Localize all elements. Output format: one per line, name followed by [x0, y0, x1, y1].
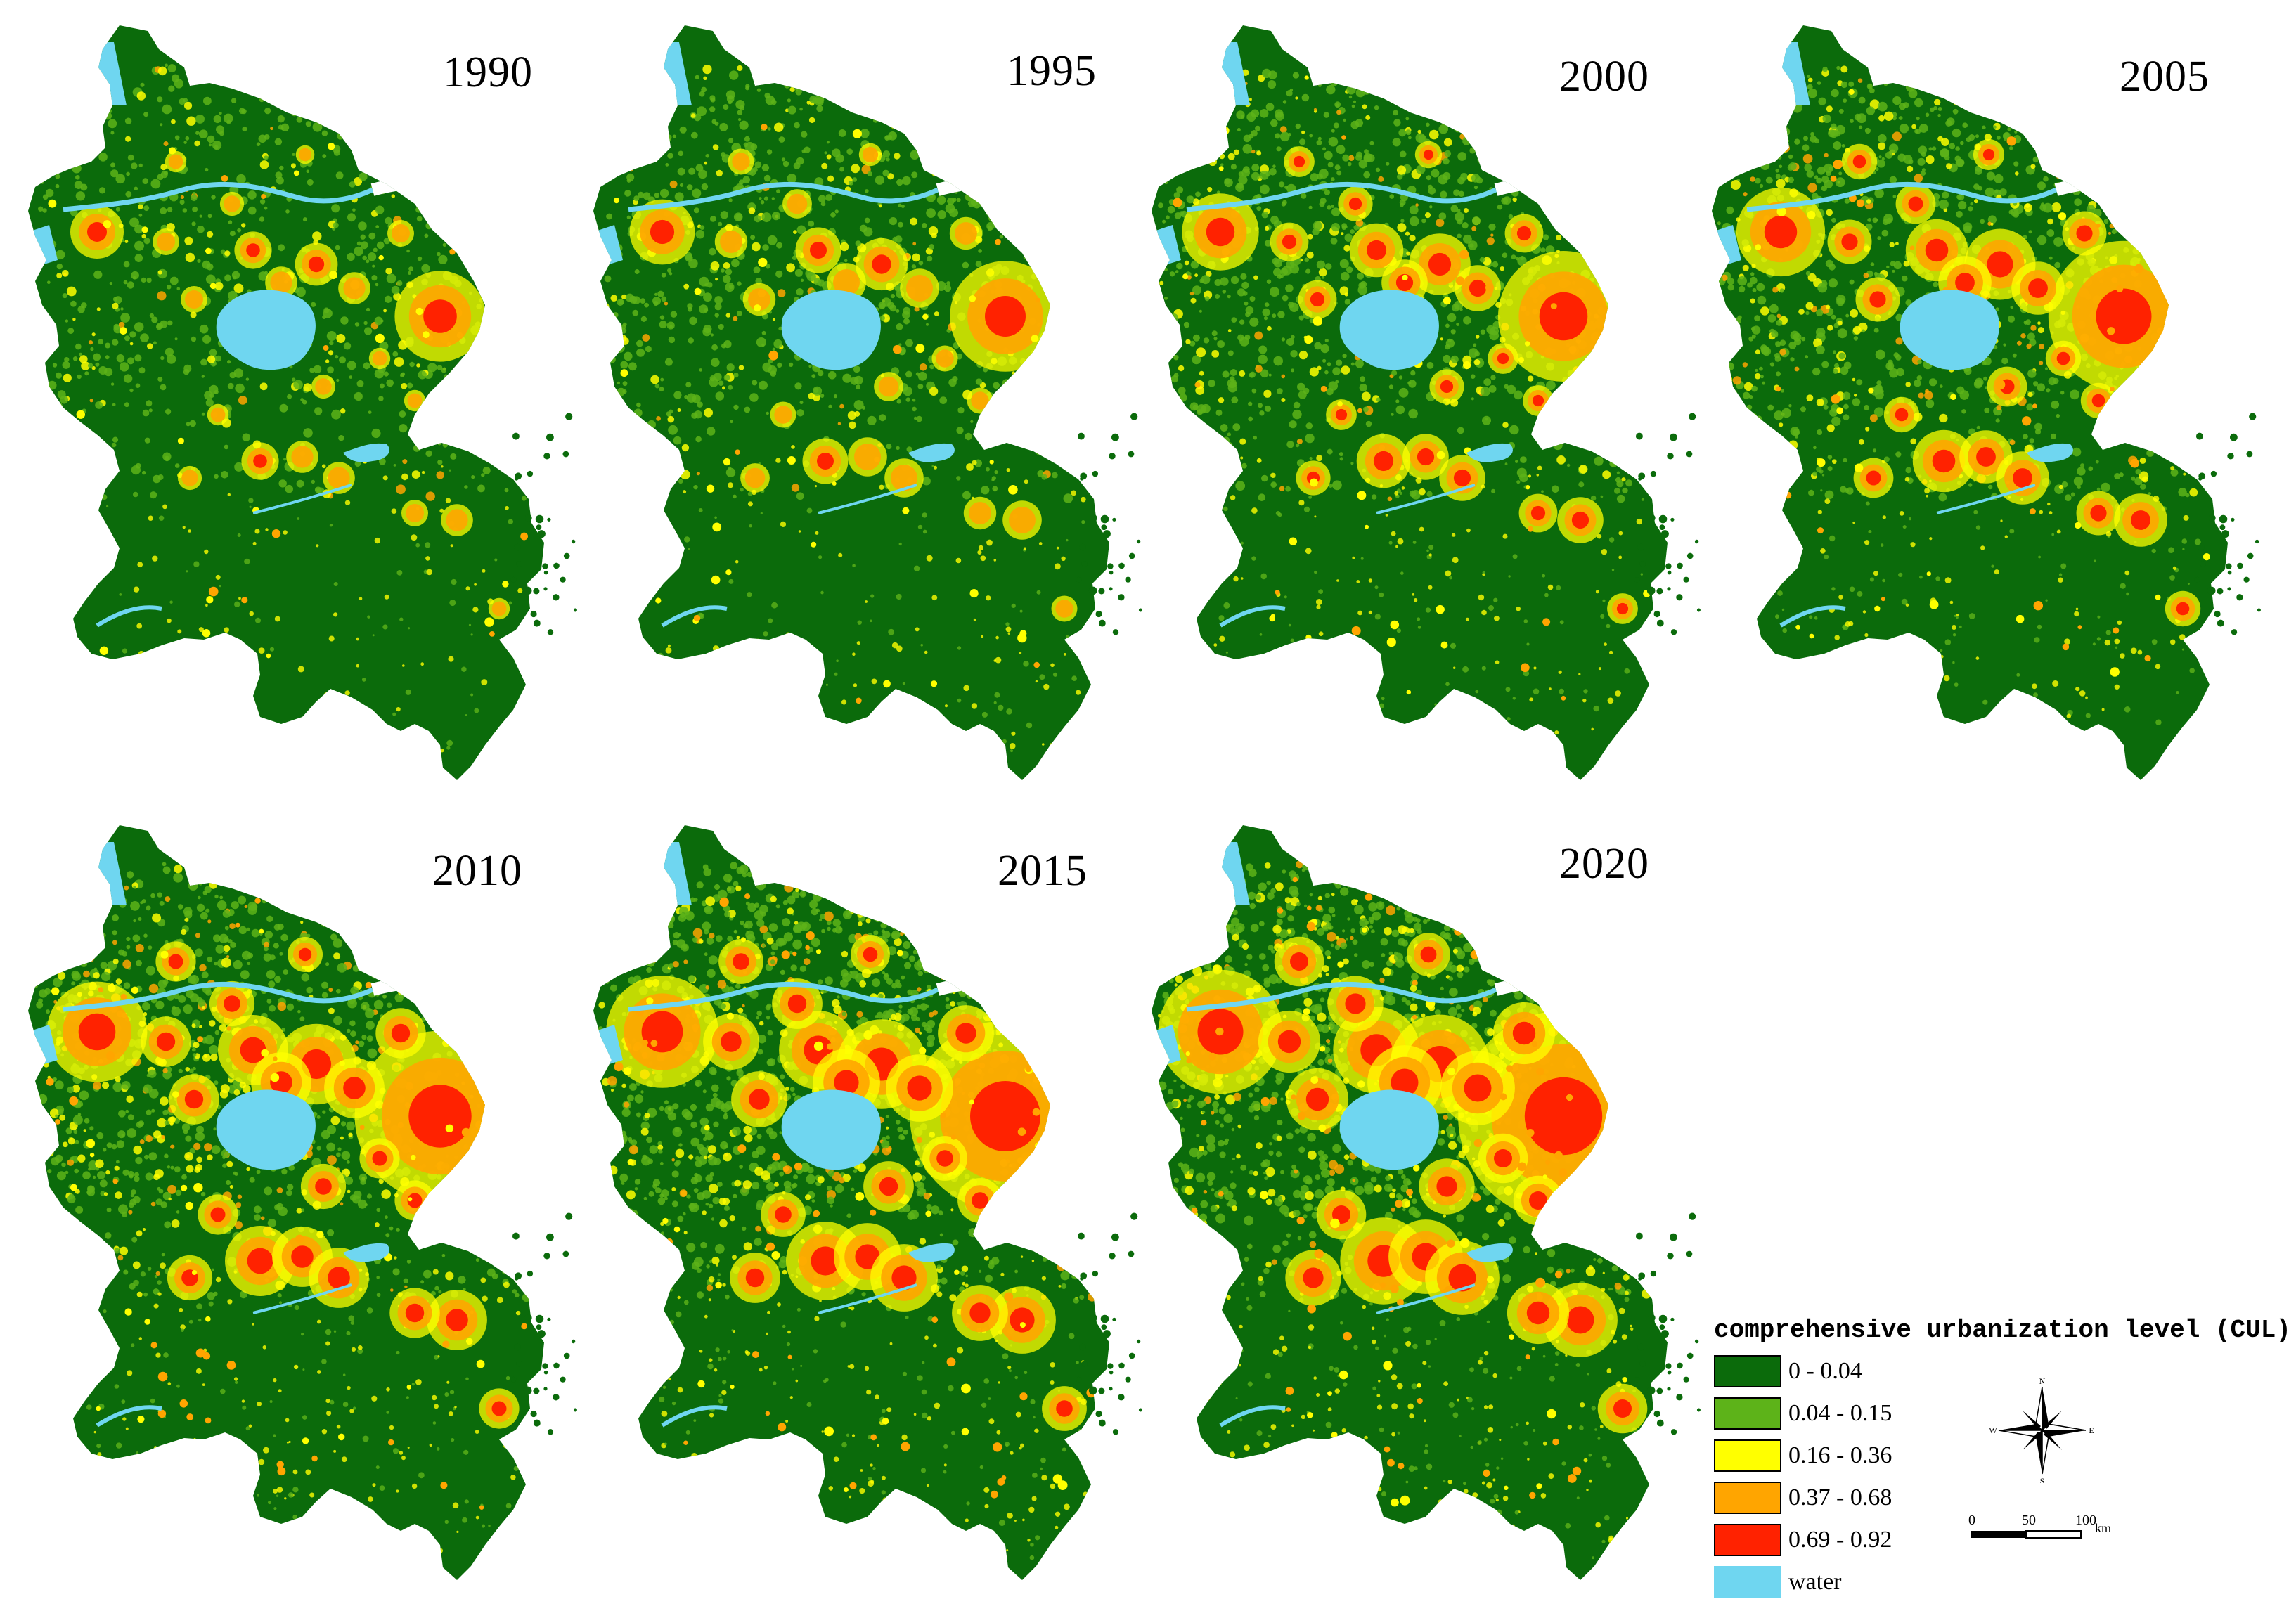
legend-label: 0.37 - 0.68: [1788, 1484, 1892, 1510]
legend-swatch: [1714, 1482, 1781, 1514]
map-1990: [28, 25, 577, 780]
map-panel-1990: 1990: [21, 21, 583, 805]
map-panel-1995: 1995: [586, 21, 1149, 805]
scale-tick-100: 100: [2075, 1513, 2096, 1528]
legend-label: 0 - 0.04: [1788, 1358, 1862, 1384]
scale-tick-0: 0: [1968, 1513, 1975, 1528]
compass-s: S: [2040, 1476, 2045, 1483]
compass-w: W: [1989, 1425, 1997, 1435]
legend-label: 0.04 - 0.15: [1788, 1400, 1892, 1426]
map-2000: [1152, 25, 1701, 780]
compass-e: E: [2089, 1425, 2094, 1435]
year-label: 2020: [1559, 840, 1649, 888]
legend: comprehensive urbanization level (CUL) 0…: [1714, 1316, 2291, 1611]
legend-label: 0.16 - 0.36: [1788, 1442, 1892, 1468]
map-2005: [1712, 25, 2261, 780]
year-label: 2000: [1559, 53, 1649, 101]
legend-item: 0.16 - 0.36: [1714, 1439, 1967, 1475]
legend-swatch: [1714, 1439, 1781, 1472]
legend-item: water: [1714, 1566, 1967, 1601]
legend-label: 0.69 - 0.92: [1788, 1527, 1892, 1553]
legend-item: 0.69 - 0.92: [1714, 1524, 1967, 1559]
legend-swatch: [1714, 1355, 1781, 1387]
map-panel-2020: 2020: [1144, 821, 1707, 1605]
compass-n: N: [2039, 1378, 2046, 1386]
legend-title: comprehensive urbanization level (CUL): [1714, 1316, 2291, 1345]
map-2015: [593, 825, 1142, 1580]
year-label: 1995: [1007, 47, 1097, 95]
year-label: 2015: [998, 847, 1088, 895]
legend-label: water: [1788, 1569, 1842, 1595]
legend-swatch: [1714, 1397, 1781, 1430]
year-label: 2005: [2120, 53, 2210, 101]
map-2010: [28, 825, 577, 1580]
year-label: 1990: [443, 48, 533, 96]
scale-bar-graphic: [1971, 1530, 2082, 1539]
legend-item: 0.04 - 0.15: [1714, 1397, 1967, 1432]
legend-item: 0.37 - 0.68: [1714, 1482, 1967, 1517]
legend-item: 0 - 0.04: [1714, 1355, 1967, 1390]
map-panel-2005: 2005: [1705, 21, 2267, 805]
map-1995: [593, 25, 1142, 780]
map-panel-2010: 2010: [21, 821, 583, 1605]
legend-swatch: [1714, 1566, 1781, 1598]
scale-tick-50: 50: [2022, 1513, 2036, 1528]
year-label: 2010: [432, 847, 522, 895]
map-panel-2015: 2015: [586, 821, 1149, 1605]
map-2020: [1152, 825, 1701, 1580]
legend-swatch: [1714, 1524, 1781, 1556]
compass-rose-icon: N S E W: [1989, 1378, 2094, 1483]
scale-unit: km: [2095, 1521, 2112, 1535]
map-panel-2000: 2000: [1144, 21, 1707, 805]
scale-bar: 0 50 100 km: [1968, 1513, 2137, 1555]
